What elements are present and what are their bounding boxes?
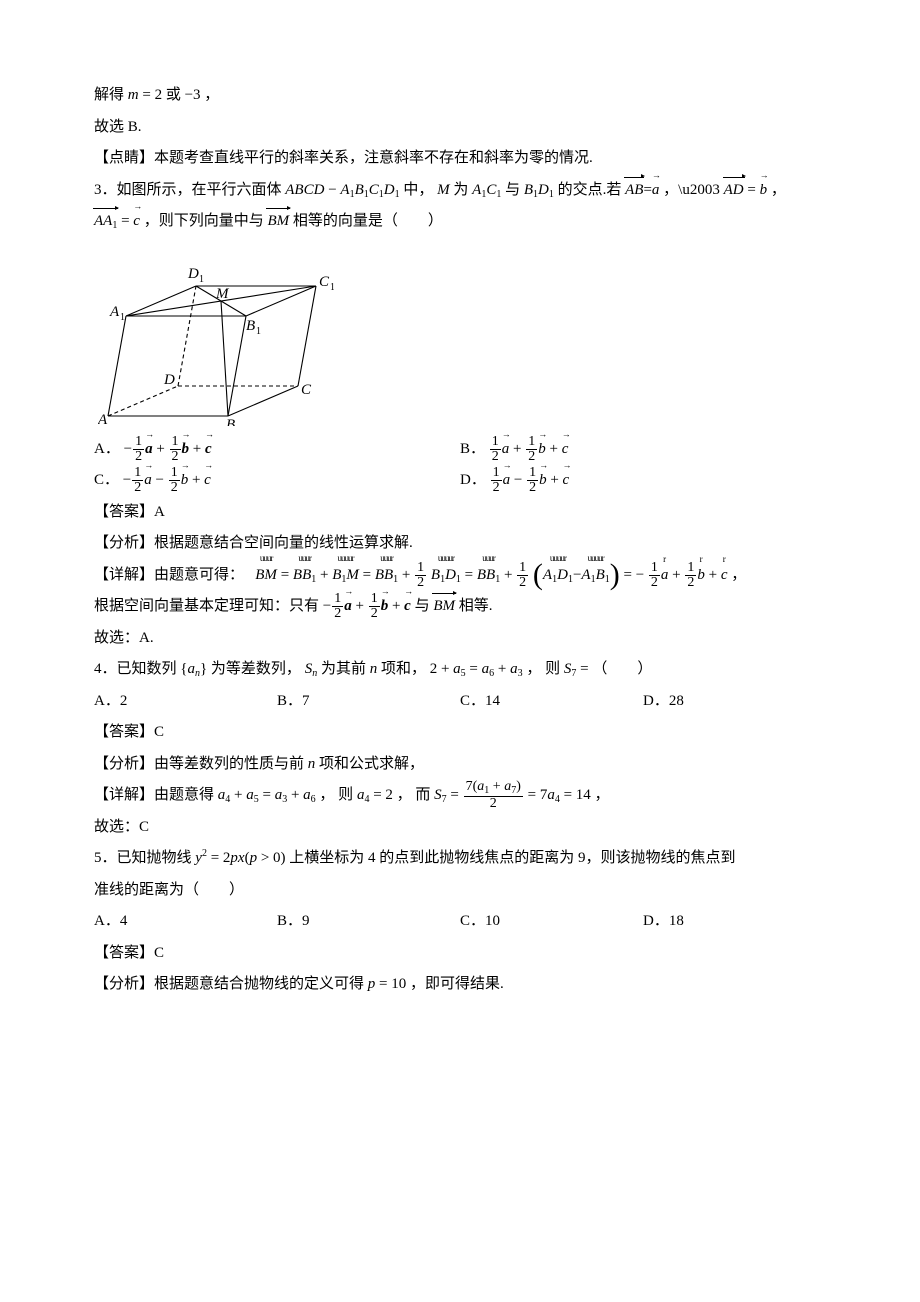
comma: ，: [771, 182, 786, 198]
q5-opt-a: A．4: [94, 906, 277, 938]
q3-opt-d: D． 12a − 12b + c: [460, 465, 826, 497]
text: 解得 m = 2 或 −3 ，: [94, 87, 219, 103]
q5-opt-c: C．10: [460, 906, 643, 938]
svg-text:D: D: [187, 266, 199, 282]
answer: 【答案】A: [94, 504, 165, 520]
comma: ，\u2003: [663, 182, 720, 198]
analysis: 【分析】根据题意结合空间向量的线性运算求解.: [94, 535, 413, 551]
svg-text:1: 1: [120, 312, 125, 323]
q4-opt-d: D．28: [643, 686, 826, 718]
svg-text:1: 1: [256, 326, 261, 337]
eq: =: [643, 182, 651, 198]
answer: 【答案】C: [94, 945, 164, 961]
q4-detail: 【详解】由题意得 a4 + a5 = a3 + a6 ， 则 a4 = 2 ， …: [94, 780, 826, 812]
opt-label: D．: [460, 472, 486, 488]
svg-text:C: C: [301, 382, 312, 398]
text: 相等的向量是（ ）: [293, 213, 443, 229]
figure-parallelepiped: A B C D A1 B1 C1 D1 M: [98, 246, 826, 426]
select: 故选：C: [94, 819, 149, 835]
q3-stem: 3．如图所示，在平行六面体 ABCD − A1B1C1D1 中， M 为 A1C…: [94, 182, 625, 198]
frac-num: 7(a1 + a7): [466, 779, 521, 794]
opt-label: B．: [460, 441, 485, 457]
q3-note: 根据空间向量基本定理可知：只有 −12a + 12b + c 与 BM 相等.: [94, 591, 826, 623]
q5-options: A．4 B．9 C．10 D．18: [94, 906, 826, 938]
svg-text:A: A: [109, 304, 120, 320]
opt-label: A．: [94, 441, 120, 457]
vec-AD: AD: [724, 175, 744, 207]
analysis: 【分析】根据题意结合抛物线的定义可得 p = 10 ，即可得结果.: [94, 969, 826, 1001]
q4-opt-c: C．14: [460, 686, 643, 718]
text: 相等.: [459, 598, 493, 614]
q3-opt-c: C． −12a − 12b + c: [94, 465, 460, 497]
q5-stem: 5．已知抛物线 y2 = 2px(p > 0) 上横坐标为 4 的点到此抛物线焦…: [94, 843, 826, 875]
vec-AB: AB: [625, 175, 643, 207]
q4-options: A．2 B．7 C．14 D．28: [94, 686, 826, 718]
svg-text:C: C: [319, 274, 330, 290]
vec-a: a: [652, 175, 660, 207]
svg-text:D: D: [163, 372, 175, 388]
svg-text:M: M: [215, 286, 230, 302]
text: 根据空间向量基本定理可知：只有: [94, 598, 323, 614]
svg-text:1: 1: [199, 274, 204, 285]
opt-label: C．: [94, 472, 119, 488]
text: 【详解】由题意可得：: [94, 567, 252, 583]
q4-opt-b: B．7: [277, 686, 460, 718]
text: 故选 B.: [94, 119, 142, 135]
vec-b: b: [760, 175, 768, 207]
svg-text:1: 1: [330, 282, 334, 293]
svg-text:B: B: [226, 417, 235, 426]
q3-opt-b: B． 12a + 12b + c: [460, 434, 826, 466]
q5-opt-b: B．9: [277, 906, 460, 938]
vec-c: c: [133, 206, 140, 238]
text: ，: [731, 567, 746, 583]
text: 【点睛】本题考查直线平行的斜率关系，注意斜率不存在和斜率为零的情况.: [94, 150, 593, 166]
q4-stem: 4．已知数列 {an} 为等差数列， Sn 为其前 n 项和， 2 + a5 =…: [94, 654, 826, 686]
q3-options: A． −12a + 12b + c B． 12a + 12b + c C． −1…: [94, 434, 826, 497]
vec-BM: BM: [267, 206, 289, 238]
text: ，则下列向量中与: [144, 213, 268, 229]
eq: =: [121, 213, 133, 229]
select: 故选：A.: [94, 630, 154, 646]
q3-detail: 【详解】由题意可得： BM = BB1 + B1M = BB1 + 12 B1D…: [94, 560, 826, 592]
q5-stem-2: 准线的距离为（ ）: [94, 882, 244, 898]
vec-AA1: AA1: [94, 206, 117, 238]
q5-opt-d: D．18: [643, 906, 826, 938]
svg-text:B: B: [246, 318, 255, 334]
text: 与: [415, 598, 434, 614]
answer: 【答案】C: [94, 724, 164, 740]
analysis: 【分析】由等差数列的性质与前 n 项和公式求解，: [94, 749, 826, 781]
svg-text:A: A: [98, 412, 108, 426]
eq: =: [747, 182, 759, 198]
q4-opt-a: A．2: [94, 686, 277, 718]
